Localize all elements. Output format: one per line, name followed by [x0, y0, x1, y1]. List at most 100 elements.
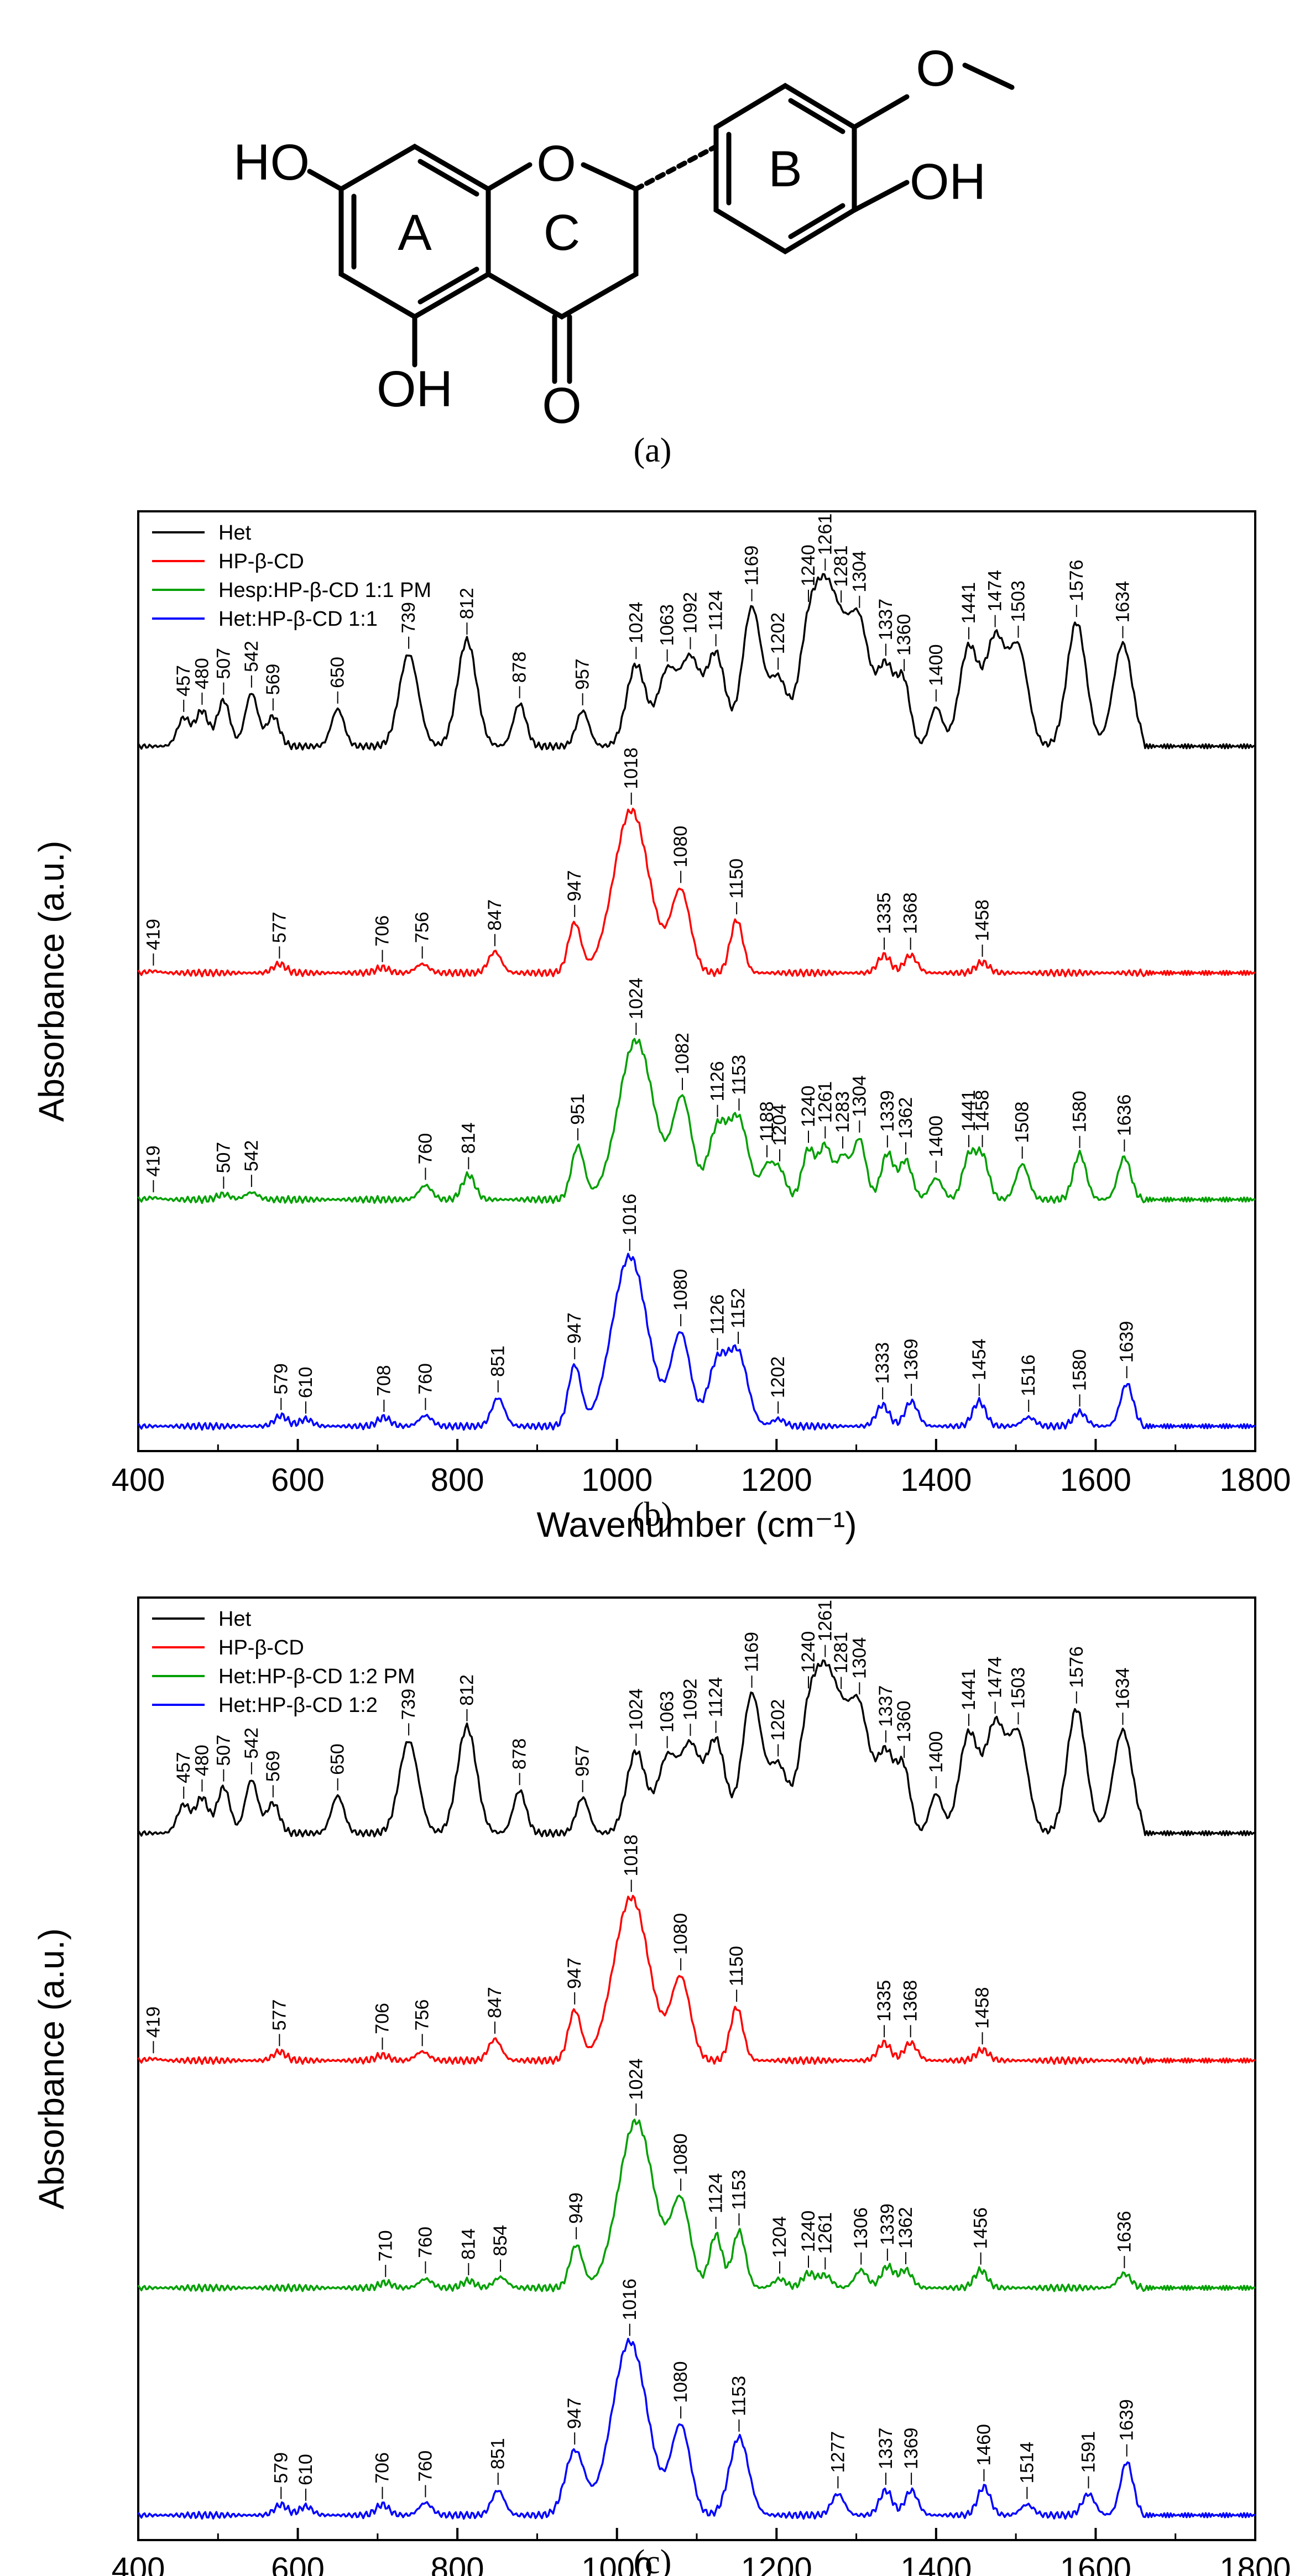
- peak-label: 1516: [1018, 1354, 1039, 1396]
- peak-label: 569: [263, 664, 284, 695]
- legend-entry: Hesp:HP-β-CD 1:1 PM: [218, 579, 431, 602]
- peak-label: 1400: [926, 1116, 947, 1158]
- peak-label: 739: [398, 602, 419, 633]
- peak-label: 610: [295, 2454, 316, 2485]
- ring-label-c: C: [544, 205, 580, 261]
- peak-label: 1092: [680, 1679, 701, 1721]
- peak-label: 706: [372, 2452, 393, 2484]
- ring-a-double-bond: [417, 159, 479, 197]
- peak-label: 710: [375, 2230, 396, 2261]
- x-tick-label: 1200: [741, 2551, 812, 2576]
- peak-label: 542: [241, 1727, 262, 1759]
- peak-label: 1454: [969, 1339, 990, 1381]
- peak-label: 1202: [768, 612, 789, 655]
- peak-label: 419: [143, 919, 164, 950]
- atom-ho-left: HO: [233, 134, 310, 191]
- x-tick-label: 1000: [581, 1462, 652, 1498]
- peak-label: 650: [327, 657, 348, 688]
- ho-bond: [307, 169, 344, 192]
- peak-label: 706: [372, 915, 393, 947]
- plot-frame: [137, 510, 1256, 1452]
- legend-entry: Het: [218, 1608, 252, 1631]
- peak-label: 1639: [1116, 2399, 1137, 2441]
- peak-label: 760: [415, 1363, 436, 1395]
- ring-label-a: A: [398, 205, 432, 261]
- peak-label: 1362: [895, 2207, 916, 2249]
- methoxy-bond: [852, 94, 910, 130]
- peak-label: 951: [567, 1093, 588, 1125]
- peak-label: 1503: [1008, 1667, 1029, 1709]
- x-tick-label: 1200: [741, 1462, 812, 1498]
- peak-label: 1335: [874, 1980, 895, 2022]
- peak-label: 1335: [874, 892, 895, 934]
- peak-label: 1634: [1112, 581, 1133, 623]
- peak-label: 1080: [670, 2133, 691, 2175]
- y-axis-label: Absorbance (a.u.): [32, 1928, 71, 2210]
- peak-label: 1281: [831, 1632, 852, 1674]
- x-tick-label: 800: [431, 2551, 484, 2576]
- peak-label: 760: [415, 2451, 436, 2482]
- peak-label: 1188: [756, 1101, 777, 1142]
- peak-label: 1368: [900, 892, 921, 934]
- atom-methoxy-o: O: [916, 40, 956, 97]
- molecule-structure: [307, 62, 1015, 384]
- peak-label: 480: [191, 1745, 212, 1776]
- peak-label: 1063: [657, 1691, 678, 1733]
- peak-label: 847: [484, 899, 505, 931]
- peak-label: 878: [509, 1739, 530, 1770]
- x-tick-label: 600: [271, 1462, 325, 1498]
- x-tick-label: 800: [431, 1462, 484, 1498]
- peak-label: 1576: [1066, 1646, 1087, 1688]
- peak-label: 542: [241, 641, 262, 672]
- peak-label: 1508: [1012, 1101, 1033, 1143]
- peak-label: 1400: [926, 1731, 947, 1773]
- series-line: [137, 808, 1256, 978]
- peak-label: 1503: [1008, 580, 1029, 622]
- legend-entry: Het:HP-β-CD 1:2: [218, 1694, 378, 1717]
- peak-label: 1639: [1116, 1321, 1137, 1363]
- peak-label: 851: [488, 1345, 509, 1377]
- peak-label: 457: [173, 1752, 194, 1783]
- peak-label: 1339: [877, 1090, 898, 1132]
- peak-label: 1018: [621, 747, 642, 789]
- x-tick-label: 400: [112, 2551, 165, 2576]
- peak-label: 1474: [985, 1657, 1006, 1699]
- x-tick-label: 1000: [581, 2551, 652, 2576]
- peak-label: 760: [415, 2227, 436, 2258]
- peak-label: 814: [458, 2228, 479, 2260]
- molecule-atoms: HO O OH O OH O A C B: [233, 40, 986, 434]
- peak-label: 480: [191, 658, 212, 689]
- peak-label: 577: [269, 912, 290, 943]
- peak-label: 1368: [900, 1980, 921, 2022]
- stereo-bond: [633, 144, 719, 192]
- peak-label: 1360: [894, 1700, 915, 1742]
- peak-label: 1150: [726, 1946, 747, 1986]
- peak-label: 1277: [827, 2431, 848, 2473]
- x-tick-label: 600: [271, 2551, 325, 2576]
- x-tick-label: 1800: [1219, 1462, 1291, 1498]
- methyl-bond: [962, 62, 1015, 90]
- peak-label: 1024: [625, 602, 646, 644]
- peak-label: 1458: [972, 899, 993, 941]
- peak-label: 507: [213, 648, 234, 679]
- x-tick-label: 1600: [1060, 1462, 1131, 1498]
- peak-label: 847: [484, 1987, 505, 2018]
- atom-ring-o: O: [536, 135, 576, 192]
- panel-caption: (b): [633, 1496, 672, 1533]
- legend-entry: Het:HP-β-CD 1:1: [218, 608, 378, 631]
- peak-label: 610: [295, 1366, 316, 1398]
- legend-entry: HP-β-CD: [218, 550, 304, 573]
- peak-label: 1369: [901, 2427, 922, 2469]
- atom-oh-bottom: OH: [377, 361, 453, 417]
- peak-label: 1152: [728, 1288, 749, 1328]
- peak-label: 507: [213, 1735, 234, 1766]
- peak-label: 1636: [1114, 2211, 1135, 2253]
- peak-label: 542: [241, 1140, 262, 1171]
- peak-label: 1126: [707, 1061, 728, 1102]
- peak-label: 1018: [621, 1835, 642, 1877]
- peak-label: 1283: [832, 1091, 853, 1133]
- series-line: [137, 2338, 1256, 2520]
- peak-label: 1092: [680, 592, 701, 634]
- peak-label: 949: [566, 2192, 587, 2224]
- peak-label: 419: [143, 1145, 164, 1177]
